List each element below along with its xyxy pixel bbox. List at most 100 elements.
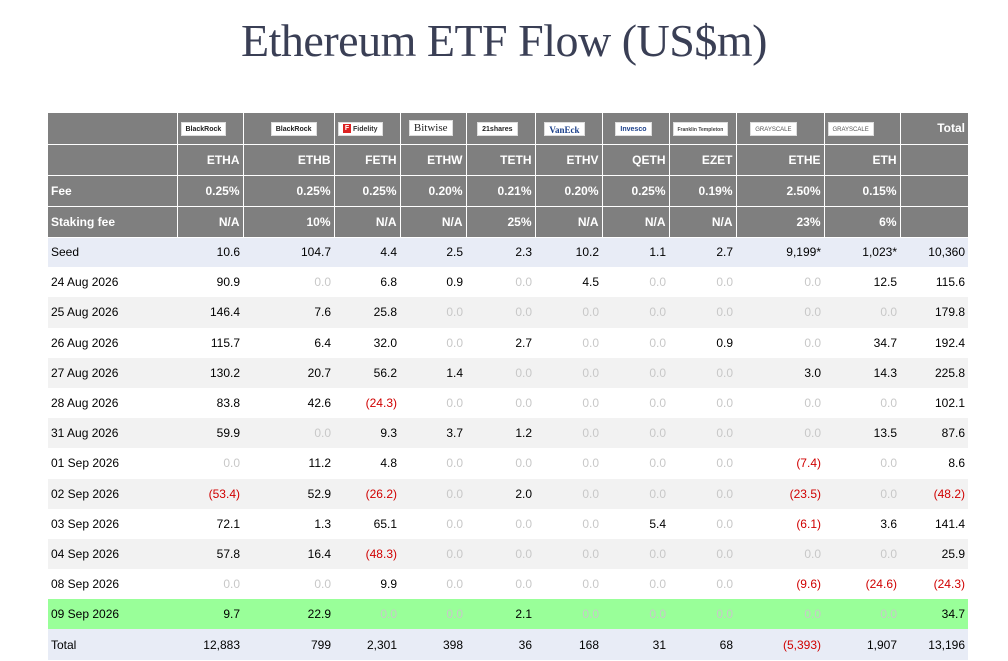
flow-cell: 65.1 [334, 508, 400, 539]
flow-cell: (7.4) [736, 448, 824, 479]
invesco-logo: Invesco [615, 121, 652, 136]
staking-fee-cell: N/A [669, 206, 737, 238]
flow-cell: 12,883 [177, 629, 243, 660]
row-label: 04 Sep 2026 [48, 538, 177, 570]
row-total-cell: 192.4 [900, 327, 968, 358]
ticker-row-label [48, 144, 178, 176]
ticker-cell: ETHA [177, 144, 244, 176]
fee-label: Fee [48, 175, 178, 207]
fee-cell: 2.50% [736, 175, 825, 207]
fee-cell: 0.21% [466, 175, 536, 207]
staking-fee-cell: N/A [177, 206, 244, 238]
flow-cell: 146.4 [177, 297, 243, 328]
flow-cell: 0.0 [602, 448, 669, 479]
total-blank-cell [900, 175, 968, 207]
row-total-cell: 25.9 [900, 538, 968, 570]
flow-cell: 0.0 [669, 538, 736, 570]
fidelity-mark-icon: F [342, 124, 351, 134]
flow-cell: 0.0 [736, 599, 824, 630]
fee-cell: 0.20% [400, 175, 467, 207]
flow-cell: 0.0 [669, 478, 736, 509]
table-row: 26 Aug 2026 115.7 6.4 32.0 0.0 2.7 0.0 0.0 0.9 0.… [48, 327, 968, 358]
flow-cell: (23.5) [736, 478, 824, 509]
ticker-cell: EZET [669, 144, 737, 176]
blackrock-logo: BlackRock [270, 121, 317, 136]
row-label: 31 Aug 2026 [48, 418, 177, 449]
flow-cell: 2.7 [466, 327, 535, 358]
fee-cell: 0.19% [669, 175, 737, 207]
flow-cell: (24.3) [334, 387, 400, 419]
flow-cell: 0.0 [400, 538, 466, 570]
flow-cell: 22.9 [243, 599, 334, 630]
ticker-cell: ETHW [400, 144, 467, 176]
flow-cell: 799 [243, 629, 334, 660]
ticker-cell: ETHV [535, 144, 603, 176]
flow-cell: 0.0 [400, 599, 466, 630]
flow-cell: 0.0 [602, 327, 669, 358]
fee-cell: 0.25% [177, 175, 244, 207]
flow-cell: 0.0 [466, 538, 535, 570]
flow-cell: 0.0 [400, 297, 466, 328]
fee-cell: 0.25% [334, 175, 401, 207]
flow-cell: 0.0 [400, 448, 466, 479]
flow-cell: 0.0 [736, 418, 824, 449]
flow-cell: 0.0 [669, 418, 736, 449]
row-total-cell: 87.6 [900, 418, 968, 449]
flow-cell: 57.8 [177, 538, 243, 570]
flow-cell: 0.0 [535, 448, 602, 479]
staking-fee-cell: 25% [466, 206, 536, 238]
table-row: 09 Sep 2026 9.7 22.9 0.0 0.0 2.1 0.0 0.0 0.0 0.0 0… [48, 599, 968, 630]
flow-cell: 0.0 [824, 478, 900, 509]
row-total-cell: (48.2) [900, 478, 968, 509]
flow-cell: 3.6 [824, 508, 900, 539]
fidelity-logo-text: Fidelity [352, 125, 378, 133]
flow-cell: 0.0 [602, 599, 669, 630]
row-label: 03 Sep 2026 [48, 508, 177, 539]
flow-cell: 0.0 [824, 538, 900, 570]
flow-cell: 4.8 [334, 448, 400, 479]
flow-cell: 1,023* [824, 237, 900, 268]
flow-cell: 0.0 [669, 267, 736, 298]
table-row: 27 Aug 2026 130.2 20.7 56.2 1.4 0.0 0.0 0.0 0.0 3… [48, 357, 968, 388]
table-row: 03 Sep 2026 72.1 1.3 65.1 0.0 0.0 0.0 5.4 0.0 (6.… [48, 508, 968, 539]
table-row: 28 Aug 2026 83.8 42.6 (24.3) 0.0 0.0 0.0 0.0 0.0… [48, 387, 968, 419]
flow-cell: 0.0 [602, 357, 669, 388]
staking-fee-cell: 6% [824, 206, 901, 238]
flow-cell: 1.1 [602, 237, 669, 268]
fee-row: Fee 0.25% 0.25% 0.25% 0.20% 0.21% 0.20% 0.25% 0… [48, 175, 968, 207]
flow-cell: 14.3 [824, 357, 900, 388]
flow-cell: 6.4 [243, 327, 334, 358]
flow-cell: 0.0 [736, 267, 824, 298]
flow-cell: 0.0 [602, 569, 669, 600]
flow-cell: 2.5 [400, 237, 466, 268]
flow-cell: 0.0 [535, 327, 602, 358]
flow-cell: 1.3 [243, 508, 334, 539]
flow-cell: 0.0 [535, 538, 602, 570]
flow-cell: 0.0 [466, 569, 535, 600]
flow-cell: 0.0 [535, 418, 602, 449]
flow-cell: 0.0 [243, 569, 334, 600]
flow-cell: 12.5 [824, 267, 900, 298]
row-total-cell: (24.3) [900, 569, 968, 600]
flow-cell: 32.0 [334, 327, 400, 358]
flow-cell: 0.0 [177, 448, 243, 479]
flow-cell: 31 [602, 629, 669, 660]
row-total-cell: 102.1 [900, 387, 968, 419]
table-row: 08 Sep 2026 0.0 0.0 9.9 0.0 0.0 0.0 0.0 0.0 (9.6)… [48, 569, 968, 600]
flow-cell: 0.0 [535, 599, 602, 630]
flow-cell: 2.7 [669, 237, 736, 268]
flow-cell: 0.0 [669, 569, 736, 600]
flow-cell: 2.0 [466, 478, 535, 509]
staking-fee-cell: 23% [736, 206, 825, 238]
flow-cell: 0.0 [400, 478, 466, 509]
table-row: 24 Aug 2026 90.9 0.0 6.8 0.9 0.0 4.5 0.0 0.0 0.0 1… [48, 267, 968, 298]
row-total-cell: 13,196 [900, 629, 968, 660]
flow-cell: 34.7 [824, 327, 900, 358]
flow-cell: 0.0 [669, 297, 736, 328]
ticker-cell: ETHE [736, 144, 825, 176]
ticker-cell: FETH [334, 144, 401, 176]
21shares-logo: 21shares [477, 121, 518, 136]
fee-cell: 0.15% [824, 175, 901, 207]
flow-cell: 1.4 [400, 357, 466, 388]
flow-cell: (48.3) [334, 538, 400, 570]
